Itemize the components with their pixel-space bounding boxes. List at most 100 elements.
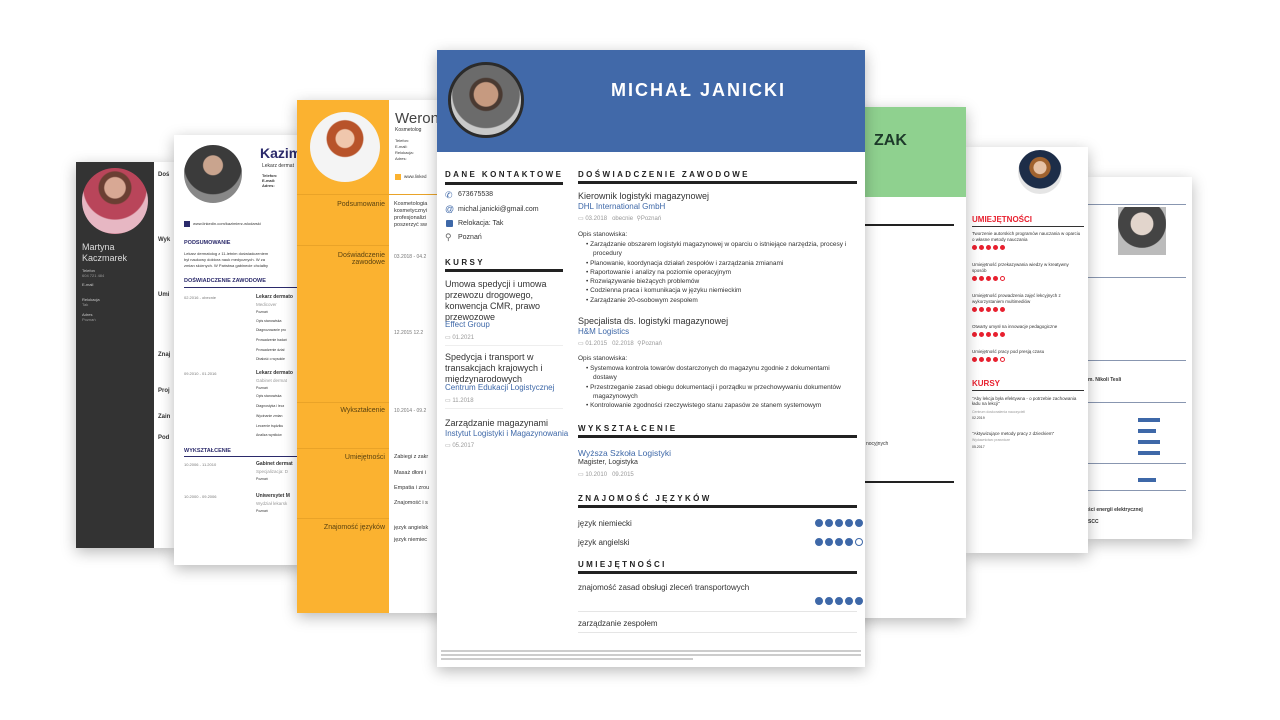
cv-template-doctor[interactable]: Kazim Lekarz dermat Telefon: E-mail: Adr… (174, 135, 304, 565)
bullet: • Codzienna praca i komunikacja w języku… (586, 287, 742, 295)
rating-dot-filled (986, 332, 991, 337)
phone-label: Telefon: (262, 173, 278, 178)
calendar-icon: ▭ (578, 472, 586, 478)
edu-detail: Specjalizacja: D (256, 469, 289, 474)
course-name: "Aktywizujące metody pracy z dzieckiem" (972, 431, 1055, 436)
bullet: • Zarządzanie obszarem logistyki magazyn… (586, 241, 847, 248)
calendar-icon: ▭ (445, 335, 453, 341)
section-heading: Umiejętności (344, 454, 385, 461)
job-task: Prowadzenie dział (256, 348, 285, 352)
rating-dot-filled (972, 307, 977, 312)
email-icon: @ (445, 204, 455, 214)
rating-dot-filled (993, 357, 998, 362)
cv-template-green[interactable]: ZAK nocyjnych (850, 107, 966, 618)
cv-template-far-right[interactable]: m. Nikoli Tesli ści energii elektrycznej… (1088, 177, 1192, 539)
rating-dot-filled (986, 357, 991, 362)
job-meta: ▭ 03.2018 obecnie ⚲Poznań (578, 216, 662, 222)
rating-dot-filled (845, 538, 853, 546)
rating-dot-filled (993, 245, 998, 250)
linkedin-link[interactable]: www.linked (404, 174, 427, 179)
rating-dot-filled (855, 597, 863, 605)
calendar-icon: ▭ (578, 216, 586, 222)
rating-dot-filled (825, 519, 833, 527)
job-position: Lekarz dermato (256, 294, 293, 300)
skill-name: Otwarty umysł na innowacje pedagogiczne (972, 324, 1058, 329)
edu-city: Poznań (256, 477, 268, 481)
skill-level-rating (972, 357, 1005, 362)
relocation-value: Tak (82, 302, 89, 307)
cv-template-dark[interactable]: Martyna Kaczmarek Telefon 604 721 484 E-… (76, 162, 176, 548)
edu-school: Gabinet dermat (256, 461, 293, 467)
rating-dot-filled (835, 538, 843, 546)
bullet: magazynowych (593, 392, 638, 400)
linkedin-link[interactable]: www.linkedin.com/kazimierz-wlodarski (193, 221, 261, 226)
rating-dot-filled (825, 538, 833, 546)
skill-name: Umiejętność pracy pod presją czasu (972, 349, 1045, 354)
section-heading-skills: UMIEJĘTNOŚCI (578, 560, 667, 569)
rating-dot-filled (855, 519, 863, 527)
section-heading: Wyk (158, 237, 171, 243)
rating-dot-filled (1000, 307, 1005, 312)
job-company: Gabinet dermat (256, 378, 288, 383)
job-task: Opis stanowiska (256, 319, 282, 323)
course-name: "Aby lekcja była efektywna - o potrzebie… (972, 396, 1077, 406)
rating-dot-filled (979, 332, 984, 337)
job-task: Analiza wyników (256, 433, 282, 437)
email-value[interactable]: michal.janicki@gmail.com (458, 206, 539, 213)
skill-item: Zabiegi z zakr (394, 454, 429, 460)
course-name: Zarządzanie magazynami (445, 418, 549, 428)
job-task: Opis stanowiska (256, 394, 282, 398)
rating-dot-filled (1000, 332, 1005, 337)
rating-dot-filled (993, 332, 998, 337)
job-desc-label: Opis stanowiska: (578, 355, 628, 362)
header-band (850, 107, 966, 197)
location-pin-icon: ⚲ (445, 232, 452, 242)
job-desc-label: Opis stanowiska: (578, 231, 628, 238)
skill-level-rating (815, 597, 863, 605)
job-dates: 03.2018 - 04.2 (394, 254, 427, 260)
candidate-name: Kazim (260, 145, 302, 161)
job-task: Diagnostyka i lecz (256, 404, 285, 408)
edu-dates: 10.2014 - 09.2 (394, 408, 427, 414)
job-bullets: • Zarządzanie obszarem logistyki magazyn… (586, 240, 846, 305)
rating-dot-filled (993, 307, 998, 312)
rating-dot-filled (972, 332, 977, 337)
job-task: Prowadzenie badań (256, 338, 287, 342)
job-dates: 09.2010 - 01.2016 (184, 371, 217, 376)
section-heading: Doświadczenie zawodowe (337, 252, 385, 266)
section-heading: PODSUMOWANIE (184, 240, 231, 246)
skill-level-rating (972, 245, 1005, 250)
section-heading-education: WYKSZTAŁCENIE (578, 424, 678, 433)
section-heading: Pod (158, 435, 170, 441)
job-task: Dbałość o wysokie (256, 357, 285, 361)
job-task: Diagnozowanie pro (256, 328, 286, 332)
skill-level-rating (972, 276, 1005, 281)
language-level-rating (815, 519, 863, 527)
job-dates: 12.2015 12.2 (394, 330, 424, 336)
last-name: Kaczmarek (82, 253, 128, 263)
cv-template-beautician[interactable]: Weron Kosmetolog Telefon: E-mail: Reloka… (297, 100, 443, 613)
section-heading-languages: ZNAJOMOŚĆ JĘZYKÓW (578, 494, 712, 503)
job-meta: ▭ 01.2015 02.2018 ⚲Poznań (578, 341, 662, 347)
section-heading: Znaj (158, 352, 171, 358)
job-position: Lekarz dermato (256, 370, 293, 376)
bullet: • Kontrolowanie zgodności rzeczywistego … (586, 402, 822, 410)
rating-dot-filled (835, 519, 843, 527)
bullet: dostawy (593, 374, 617, 382)
rating-dot-filled (986, 276, 991, 281)
course-date: ▭ 05.2017 (445, 443, 475, 449)
bullet: • Planowanie, koordynacja działań zespoł… (586, 259, 784, 267)
summary-line: Lekarz dermatolog z 11-letnim doświadcze… (184, 251, 269, 256)
job-company: H&M Logistics (578, 327, 630, 336)
relocation-value: Relokacja: Tak (458, 220, 504, 227)
portrait-photo (310, 112, 380, 182)
cv-template-teacher[interactable]: UMIEJĘTNOŚCI Tworzenie autorskich progra… (966, 147, 1088, 553)
gdpr-footer (441, 650, 861, 662)
address-value: Poznań (82, 317, 96, 322)
rating-dot-filled (815, 597, 823, 605)
rating-dot-filled (979, 276, 984, 281)
course-name: Spedycja i transport w transakcjach krajo… (445, 352, 543, 384)
briefcase-icon (446, 220, 453, 227)
cv-template-main[interactable]: MICHAŁ JANICKI DANE KONTAKTOWE ✆ 6736755… (437, 50, 865, 667)
job-task: Leczenie trądziku (256, 424, 284, 428)
